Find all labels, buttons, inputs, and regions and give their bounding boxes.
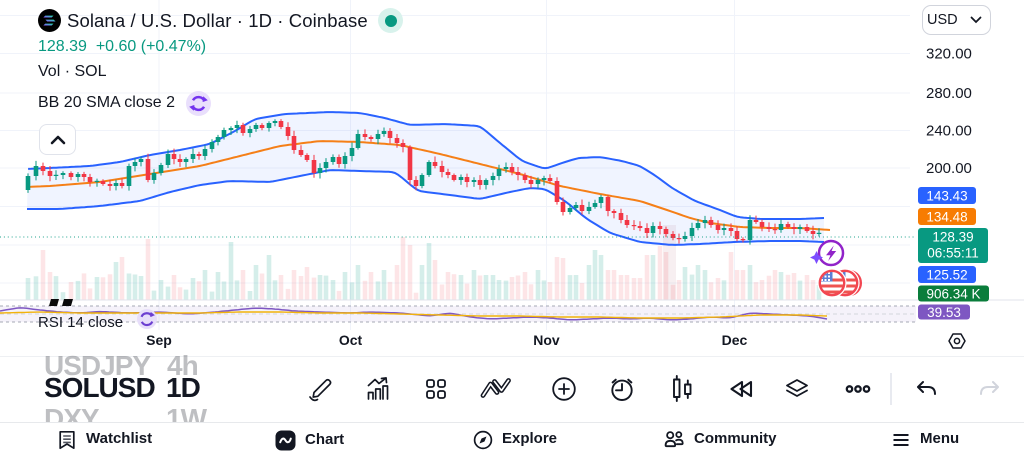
svg-text:906.34 K: 906.34 K <box>926 286 980 301</box>
svg-text:143.43: 143.43 <box>926 188 967 203</box>
svg-text:128.39: 128.39 <box>932 230 973 245</box>
svg-text:39.53: 39.53 <box>927 305 961 320</box>
svg-text:RSI 14 close: RSI 14 close <box>38 314 123 331</box>
svg-text:06:55:11: 06:55:11 <box>927 246 979 261</box>
svg-text:Sep: Sep <box>146 332 172 348</box>
svg-text:Oct: Oct <box>339 332 363 348</box>
svg-text:134.48: 134.48 <box>926 209 967 224</box>
svg-text:Nov: Nov <box>533 332 560 348</box>
svg-text:200.00: 200.00 <box>926 160 972 177</box>
svg-text:Dec: Dec <box>722 332 748 348</box>
svg-text:320.00: 320.00 <box>926 46 972 63</box>
svg-text:240.00: 240.00 <box>926 123 972 140</box>
svg-text:280.00: 280.00 <box>926 85 972 102</box>
svg-text:125.52: 125.52 <box>926 267 967 282</box>
